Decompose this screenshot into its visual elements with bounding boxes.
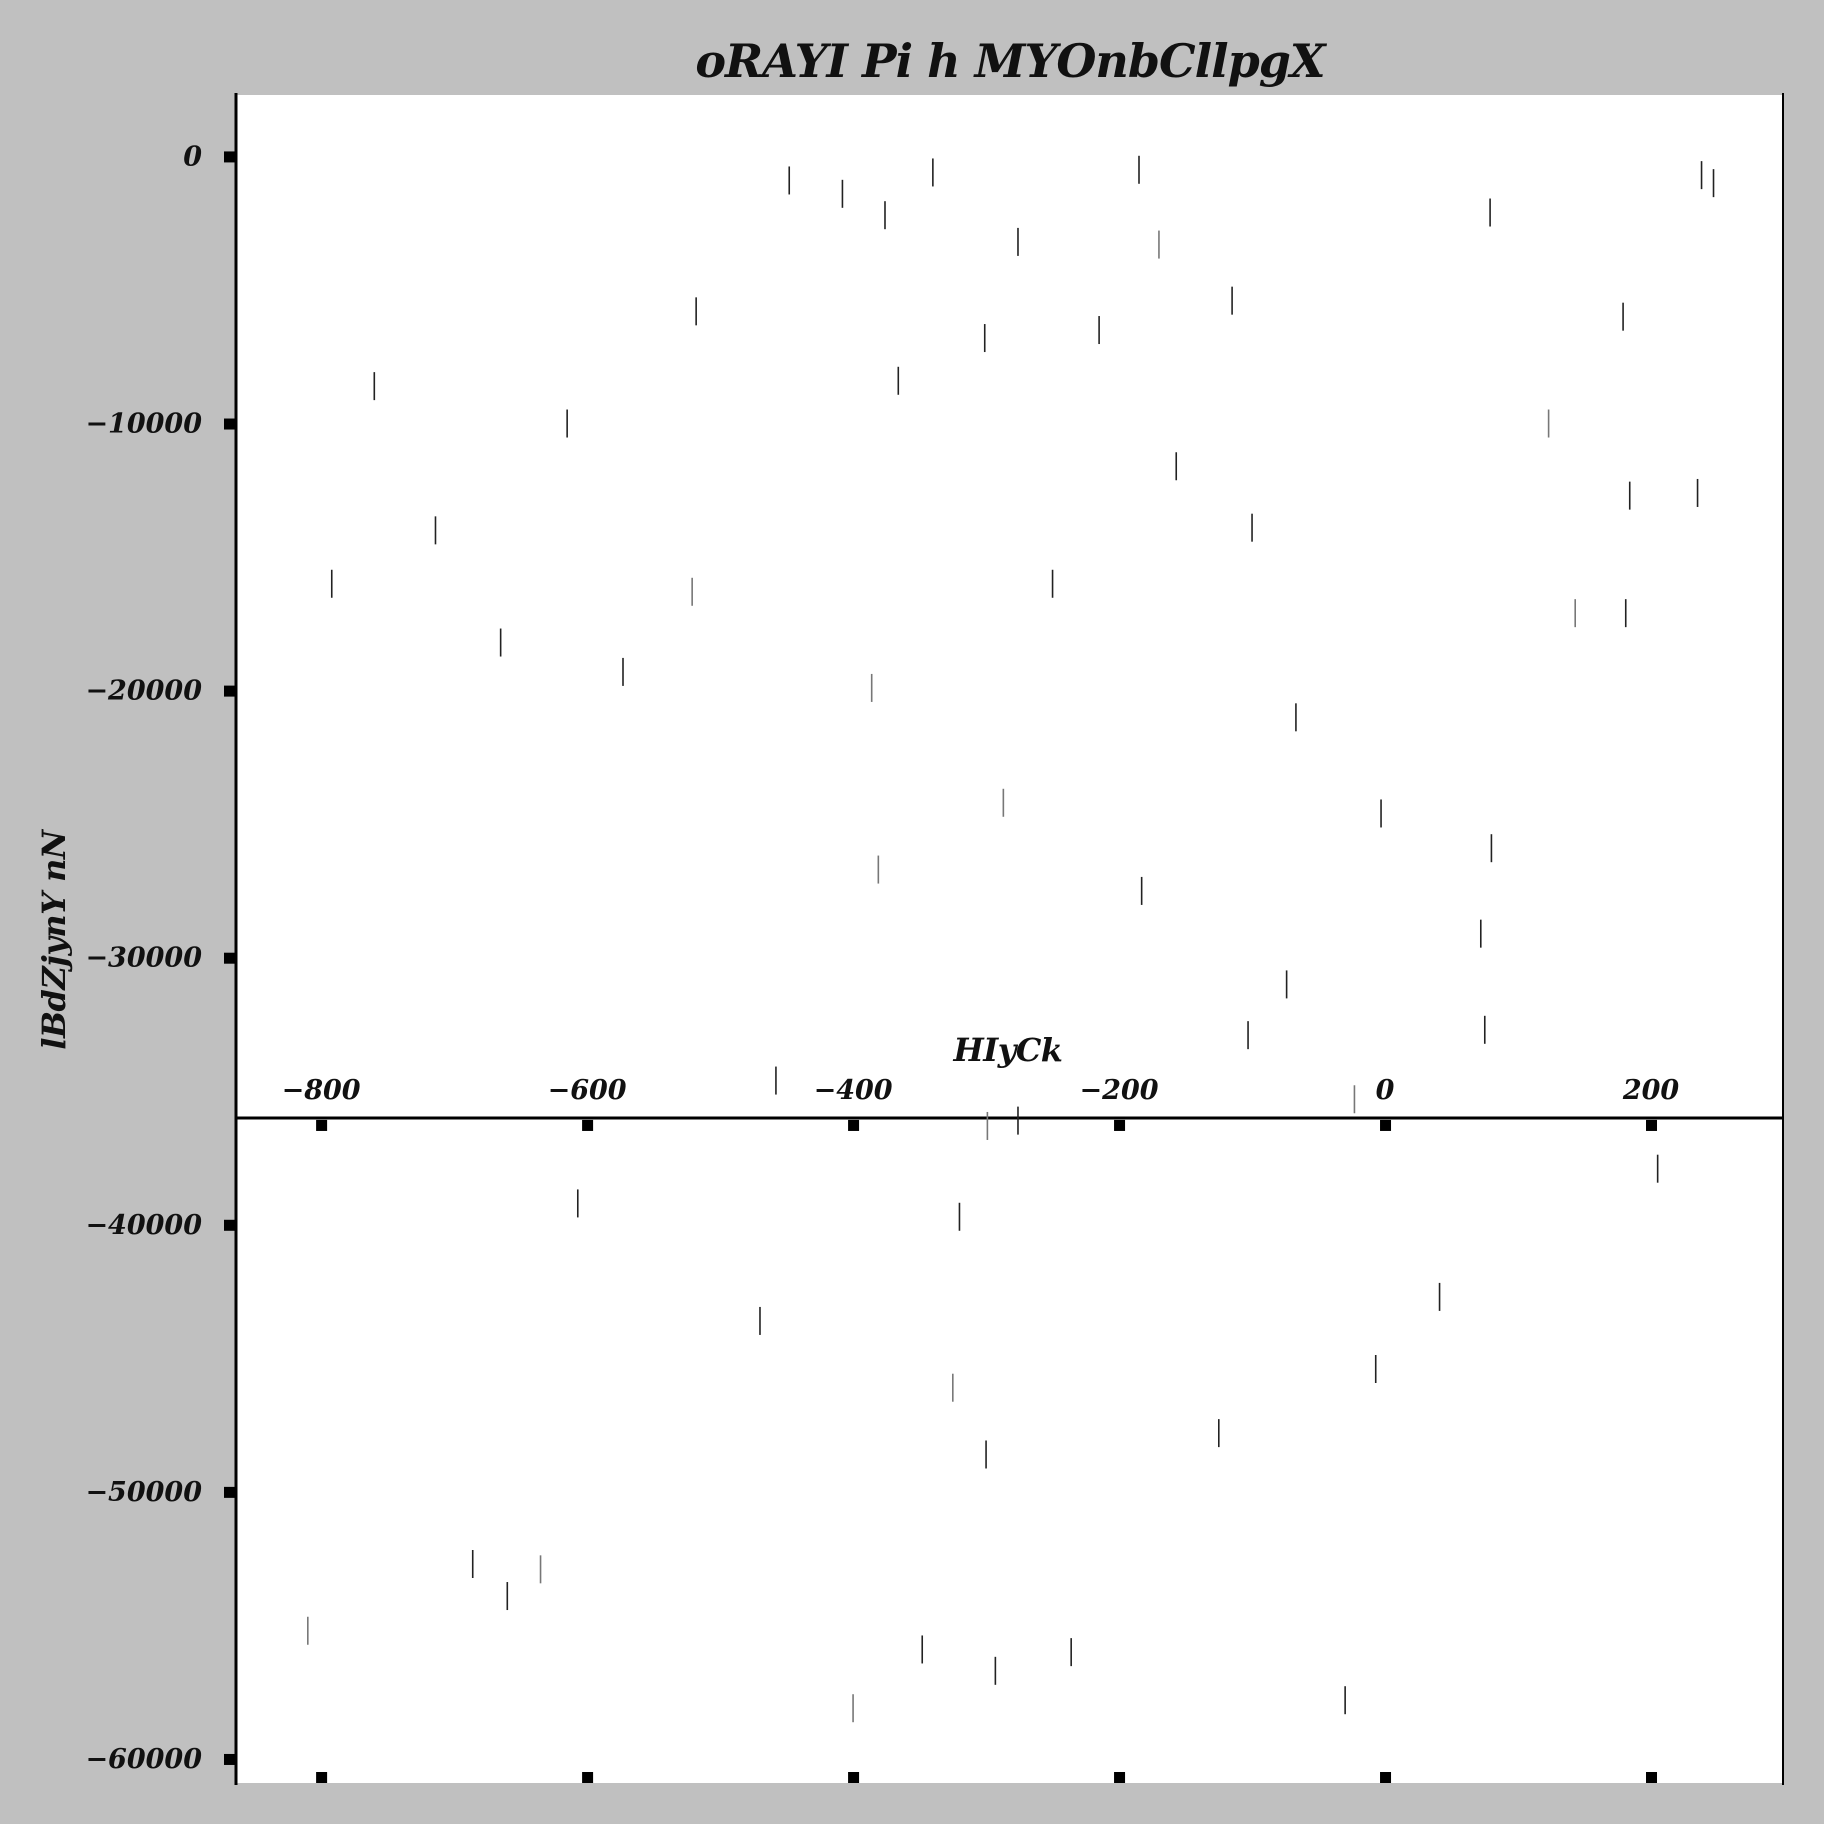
y-tick-label: 0	[183, 141, 202, 172]
x-tick-mark-bottom	[1114, 1772, 1126, 1783]
y-tick-mark	[224, 418, 235, 430]
y-tick-label: −20000	[85, 676, 202, 707]
x-ticks: −800 −600 −400 −200 0 200	[282, 1075, 1680, 1783]
x-tick-mark	[848, 1119, 860, 1131]
y-tick-label: −30000	[85, 943, 202, 974]
x-tick-label: −400	[814, 1075, 893, 1106]
y-tick-mark	[224, 685, 235, 697]
x-tick-label: 0	[1376, 1075, 1395, 1106]
x-tick-mark	[582, 1119, 594, 1131]
y-axis-label: lBdZjynY nN	[35, 828, 73, 1050]
x-tick-mark-bottom	[582, 1772, 594, 1783]
chart-title: oRAYI Pi h MYOnbCllpgX	[695, 34, 1328, 88]
y-tick-label: −10000	[85, 409, 202, 440]
x-tick-mark-bottom	[1646, 1772, 1658, 1783]
x-tick-mark-bottom	[848, 1772, 860, 1783]
y-tick-mark	[224, 1219, 235, 1231]
x-tick-label: 200	[1622, 1075, 1680, 1106]
y-tick-label: −60000	[85, 1744, 202, 1775]
y-ticks: 0 −10000 −20000 −30000 −40000 −50000 −60000	[85, 141, 235, 1775]
x-tick-mark	[1114, 1119, 1126, 1131]
points	[307, 155, 1715, 1723]
x-tick-label: −800	[282, 1075, 361, 1106]
x-tick-label: −200	[1080, 1075, 1159, 1106]
x-tick-mark	[1646, 1119, 1658, 1131]
x-axis-label: HIyCk	[953, 1031, 1063, 1069]
x-tick-mark-bottom	[316, 1772, 328, 1783]
x-tick-label: −600	[548, 1075, 627, 1106]
y-tick-mark	[224, 1753, 235, 1765]
y-tick-mark	[224, 1486, 235, 1498]
plot-area	[236, 95, 1784, 1783]
y-tick-mark	[224, 151, 235, 163]
x-tick-mark	[316, 1119, 328, 1131]
x-tick-mark-bottom	[1380, 1772, 1392, 1783]
y-tick-label: −50000	[85, 1477, 202, 1508]
x-tick-mark	[1380, 1119, 1392, 1131]
y-tick-label: −40000	[85, 1210, 202, 1241]
y-tick-mark	[224, 952, 235, 964]
